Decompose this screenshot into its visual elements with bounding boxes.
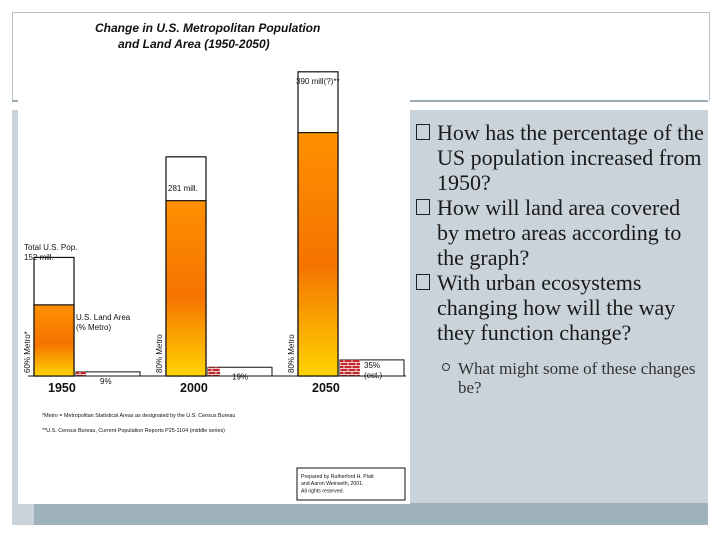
checkbox-bullet-icon: [416, 124, 430, 140]
footer-square: [12, 503, 34, 525]
land-percent-label-2000: 19%: [232, 372, 248, 381]
metro-share-bar-2000: [165, 200, 207, 377]
land-percent-label-2050: (est.): [364, 371, 383, 380]
population-label-2000: 281 mill.: [168, 184, 198, 193]
checkbox-bullet-icon: [416, 274, 430, 290]
bullet-item: How has the percentage of the US populat…: [416, 120, 706, 195]
footnote-1: *Metro = Metropolitan Statistical Areas …: [42, 413, 235, 419]
question-list: How has the percentage of the US populat…: [416, 120, 706, 397]
population-label-1950: Total U.S. Pop.: [24, 243, 77, 252]
bullet-item: How will land area covered by metro area…: [416, 195, 706, 270]
bullet-text: How will land area covered by metro area…: [437, 195, 682, 270]
credit-text: All rights reserved.: [301, 488, 344, 494]
population-chart: Change in U.S. Metropolitan Population a…: [18, 14, 410, 504]
metro-percent-label-2000: 80% Metro: [155, 334, 164, 373]
credit-box: [296, 467, 406, 501]
sub-bullet-item: What might some of these changes be?: [416, 359, 706, 397]
x-tick-label-2050: 2050: [312, 381, 340, 395]
credit-text: and Aaron Weinseth, 2001.: [301, 481, 364, 487]
bullet-text: How has the percentage of the US populat…: [437, 120, 704, 195]
land-metro-bar-2050: [340, 359, 360, 376]
land-metro-bar-1950: [76, 371, 86, 376]
metro-share-bar-1950: [33, 304, 75, 377]
x-tick-label-2000: 2000: [180, 381, 208, 395]
checkbox-bullet-icon: [416, 199, 430, 215]
land-percent-label-2050: 35%: [364, 361, 380, 370]
x-tick-label-1950: 1950: [48, 381, 76, 395]
circle-bullet-icon: [442, 363, 450, 371]
metro-share-bar-2050: [297, 132, 339, 377]
footnote-2: **U.S. Census Bureau, Current Population…: [42, 428, 225, 434]
population-label-1950: 152 mill.: [24, 253, 54, 262]
land-area-legend-label: U.S. Land Area: [76, 313, 131, 322]
metro-percent-label-1950: 60% Metro*: [23, 331, 32, 373]
chart-svg: Change in U.S. Metropolitan Population a…: [23, 21, 406, 501]
land-percent-label-1950: 9%: [100, 377, 112, 386]
credit-text: Prepared by Rutherford H. Platt: [301, 474, 374, 480]
bullet-text: With urban ecosystems changing how will …: [437, 270, 676, 345]
footer-bar: [12, 503, 708, 525]
land-area-legend-label: (% Metro): [76, 323, 111, 332]
land-metro-bar-2000: [208, 367, 221, 376]
population-label-2050: 390 mill(?)**: [296, 77, 340, 86]
sub-bullet-text: What might some of these changes be?: [458, 359, 696, 397]
chart-subtitle: and Land Area (1950-2050): [118, 37, 270, 51]
metro-percent-label-2050: 80% Metro: [287, 334, 296, 373]
chart-title: Change in U.S. Metropolitan Population: [95, 21, 320, 35]
bullet-item: With urban ecosystems changing how will …: [416, 270, 706, 345]
